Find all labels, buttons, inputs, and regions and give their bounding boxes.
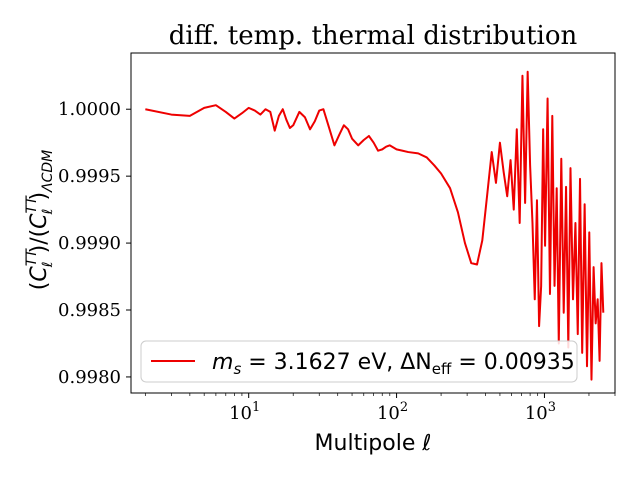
y-tick-label: 0.9995 (58, 166, 121, 187)
x-axis-label: Multipole ℓ (315, 431, 432, 456)
legend: ms = 3.1627 eV, ΔNeff = 0.00935 (140, 340, 578, 383)
x-axis: 101 102 103 (144, 393, 616, 424)
y-tick-label: 0.9990 (58, 233, 121, 254)
series-line-0 (145, 70, 605, 381)
legend-label: ms = 3.1627 eV, ΔNeff = 0.00935 (212, 350, 575, 378)
y-tick-label: 0.9980 (58, 367, 121, 388)
x-tick-label: 101 (229, 400, 260, 424)
series-layer (145, 70, 605, 381)
legend-box (140, 340, 578, 383)
plot-area (130, 52, 616, 394)
x-tick-label: 102 (377, 400, 408, 424)
y-axis-label: (CTTℓ)/(CTTℓ)ΛCDM (24, 150, 56, 291)
y-tick-label: 1.0000 (58, 99, 121, 120)
y-axis: 0.9980 0.9985 0.9990 0.9995 1.0000 (58, 99, 131, 388)
axes-frame (130, 52, 616, 394)
chart-title: diff. temp. thermal distribution (169, 21, 578, 51)
x-tick-label: 103 (525, 400, 556, 424)
y-tick-label: 0.9985 (58, 300, 121, 321)
